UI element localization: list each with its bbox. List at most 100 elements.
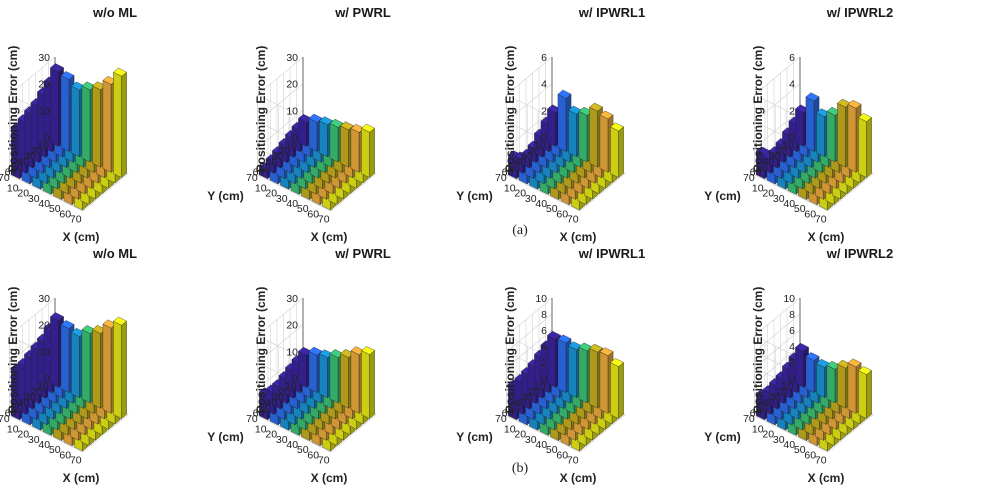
x-axis-label: X (cm) bbox=[808, 230, 845, 244]
x-tick-label: 40 bbox=[286, 198, 298, 210]
bar-face-front bbox=[837, 102, 846, 168]
bar-face-side bbox=[866, 370, 872, 419]
bar-face-top bbox=[350, 346, 365, 356]
z-tick-label: 2 bbox=[541, 105, 547, 117]
x-tick-label: 50 bbox=[297, 444, 309, 456]
x-tick-label: 70 bbox=[567, 455, 579, 467]
wall-grid-line bbox=[9, 415, 84, 453]
bar-face-front bbox=[60, 324, 70, 393]
bar-face-top bbox=[50, 63, 64, 73]
z-tick-label: 6 bbox=[541, 325, 547, 337]
z-tick-label: 10 bbox=[38, 105, 50, 117]
bar-face-top bbox=[847, 99, 862, 109]
y-tick-label: 30 bbox=[24, 151, 36, 163]
y-tick-label: 50 bbox=[11, 402, 23, 414]
y-tick-label: 20 bbox=[31, 145, 43, 157]
bar-face-side bbox=[618, 362, 624, 419]
x-tick-label: 50 bbox=[49, 203, 61, 215]
bar-face-top bbox=[837, 359, 851, 369]
x-tick-label: 10 bbox=[7, 423, 19, 435]
bar-face-front bbox=[858, 370, 867, 419]
bar-face-top bbox=[340, 121, 354, 131]
wall-grid-line bbox=[9, 56, 56, 96]
y-tick-label: 60 bbox=[750, 167, 762, 179]
z-axis-label: Positioning Error (cm) bbox=[751, 287, 765, 414]
wall-grid-line bbox=[506, 297, 553, 337]
x-axis-label: X (cm) bbox=[63, 230, 100, 244]
bar-face-top bbox=[329, 349, 344, 358]
bar-face-top bbox=[568, 341, 582, 351]
bar-face-front bbox=[298, 351, 307, 388]
z-tick-label: 8 bbox=[789, 309, 795, 321]
y-tick-label: 50 bbox=[508, 402, 520, 414]
y-tick-label: 30 bbox=[521, 151, 533, 163]
x-tick-label: 30 bbox=[525, 434, 537, 446]
z-tick-label: 30 bbox=[286, 52, 298, 64]
x-tick-label: 20 bbox=[17, 429, 29, 441]
y-tick-label: 20 bbox=[528, 145, 540, 157]
chart-title: w/ PWRL bbox=[334, 5, 391, 20]
z-tick-label: 10 bbox=[286, 105, 298, 117]
bar-face-front bbox=[361, 127, 370, 178]
y-tick-label: 30 bbox=[272, 151, 284, 163]
bar-face-top bbox=[610, 122, 624, 132]
y-tick-label: 40 bbox=[18, 156, 30, 168]
bar-face-top bbox=[557, 334, 572, 344]
z-tick-label: 30 bbox=[286, 293, 298, 305]
x-tick-label: 60 bbox=[804, 449, 816, 461]
bar-face-top bbox=[298, 113, 312, 123]
z-tick-label: 10 bbox=[535, 293, 547, 305]
x-tick-label: 60 bbox=[307, 208, 319, 220]
wall-grid-line bbox=[257, 110, 304, 149]
chart-title: w/ IPWRL1 bbox=[578, 5, 645, 20]
z-tick-label: 20 bbox=[38, 320, 50, 332]
bar bbox=[361, 346, 375, 419]
z-tick-label: 20 bbox=[286, 320, 298, 332]
x-tick-label: 30 bbox=[773, 434, 785, 446]
wall-grid-line bbox=[506, 313, 553, 353]
y-tick-label: 40 bbox=[763, 156, 775, 168]
bar-face-front bbox=[308, 117, 318, 152]
y-tick-label: 30 bbox=[521, 392, 533, 404]
bar-face-top bbox=[60, 320, 75, 329]
wall-grid-line bbox=[9, 174, 84, 212]
y-tick-label: 20 bbox=[279, 145, 291, 157]
x-tick-label: 10 bbox=[504, 423, 516, 435]
y-tick-label: 60 bbox=[5, 167, 17, 179]
bar-face-front bbox=[350, 128, 360, 173]
x-tick-label: 20 bbox=[514, 429, 526, 441]
bar-face-top bbox=[826, 360, 841, 370]
y-tick-label: 60 bbox=[253, 167, 265, 179]
bar bbox=[113, 316, 127, 419]
x-tick-label: 70 bbox=[318, 455, 330, 467]
z-tick-label: 6 bbox=[789, 325, 795, 337]
z-tick-label: 10 bbox=[286, 346, 298, 358]
x-tick-label: 70 bbox=[70, 455, 82, 467]
bar-face-front bbox=[81, 85, 91, 163]
y-tick-label: 10 bbox=[534, 140, 546, 152]
bar bbox=[113, 67, 127, 178]
bar-face-front bbox=[50, 67, 59, 147]
wall-grid-line bbox=[506, 110, 553, 149]
z-tick-label: 0 bbox=[789, 132, 795, 144]
wall-grid-line bbox=[754, 313, 801, 353]
z-tick-label: 0 bbox=[789, 373, 795, 385]
chart-title: w/ IPWRL1 bbox=[578, 246, 645, 261]
z-tick-label: 10 bbox=[38, 346, 50, 358]
y-tick-label: 50 bbox=[11, 161, 23, 173]
floor-grid-line bbox=[579, 414, 626, 453]
bar-face-top bbox=[113, 67, 127, 77]
y-tick-label: 50 bbox=[508, 161, 520, 173]
bar-face-top bbox=[308, 113, 323, 123]
wall-grid-line bbox=[506, 174, 581, 212]
bar-face-front bbox=[329, 353, 339, 404]
x-tick-label: 40 bbox=[783, 198, 795, 210]
bar-face-front bbox=[816, 112, 825, 158]
wall-grid-line bbox=[754, 56, 801, 96]
x-tick-label: 40 bbox=[38, 439, 50, 451]
wall-grid-line bbox=[754, 329, 801, 369]
y-tick-label: 20 bbox=[776, 145, 788, 157]
floor-grid-line bbox=[330, 414, 377, 453]
bar-face-front bbox=[308, 350, 318, 393]
